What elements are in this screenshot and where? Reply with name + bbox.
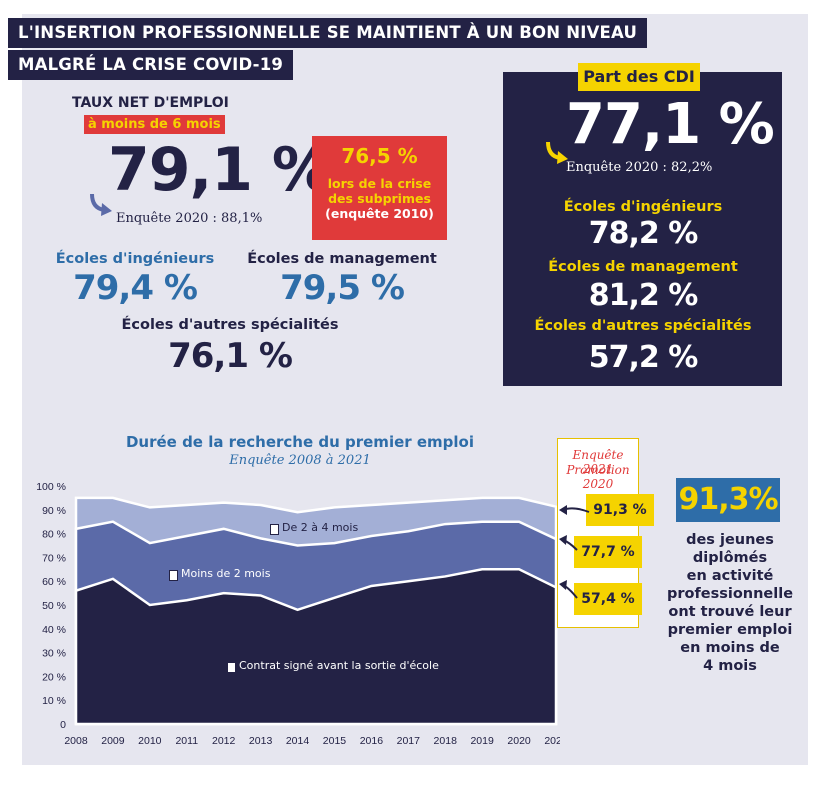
down-arrow-icon xyxy=(90,193,112,216)
taux-autres-value: 76,1 % xyxy=(168,336,293,376)
series-label-contrat: Contrat signé avant la sortie d'école xyxy=(239,659,439,672)
cdi-panel xyxy=(503,72,782,386)
y-tick-label: 30 % xyxy=(42,648,66,660)
cdi-management-label: Écoles de management xyxy=(548,259,738,275)
y-tick-label: 20 % xyxy=(42,671,66,683)
subprimes-box: 76,5 % lors de la crise des subprimes (e… xyxy=(312,136,447,240)
cdi-previous: Enquête 2020 : 82,2% xyxy=(566,160,713,175)
side-text-6: premier emploi xyxy=(667,622,793,638)
side-text-3: en activité xyxy=(686,568,774,584)
y-tick-label: 60 % xyxy=(42,576,66,588)
taux-management-label: Écoles de management xyxy=(247,251,437,267)
taux-autres-label: Écoles d'autres spécialités xyxy=(121,317,339,333)
y-tick-label: 100 % xyxy=(36,481,66,493)
subprimes-line-2: des subprimes xyxy=(328,191,431,206)
cdi-value: 77,1 % xyxy=(566,92,775,157)
promo-value-3: 57,4 % xyxy=(574,583,642,615)
cdi-ingenieurs-value: 78,2 % xyxy=(588,216,699,251)
y-tick-label: 10 % xyxy=(42,695,66,707)
x-tick-label: 2016 xyxy=(360,735,384,747)
series-label-moins-2-mois: Moins de 2 mois xyxy=(181,567,271,580)
taux-previous: Enquête 2020 : 88,1% xyxy=(116,211,263,226)
x-tick-label: 2018 xyxy=(434,735,458,747)
x-tick-label: 2014 xyxy=(286,735,310,747)
y-tick-label: 90 % xyxy=(42,505,66,517)
chart-subtitle: Enquête 2008 à 2021 xyxy=(229,453,371,468)
cdi-autres-value: 57,2 % xyxy=(588,340,699,375)
y-tick-label: 80 % xyxy=(42,529,66,541)
subprimes-line-3: (enquête 2010) xyxy=(325,206,434,221)
side-text-5: ont trouvé leur xyxy=(668,604,792,620)
legend-swatch xyxy=(169,570,178,581)
y-tick-label: 0 xyxy=(60,719,66,731)
side-text-2: diplômés xyxy=(692,550,768,566)
subprimes-value: 76,5 % xyxy=(341,144,418,168)
x-tick-label: 2017 xyxy=(397,735,421,747)
promo-value-1: 91,3 % xyxy=(586,494,654,526)
legend-swatch xyxy=(227,662,236,673)
side-text-1: des jeunes xyxy=(686,532,774,548)
taux-label: TAUX NET D'EMPLOI xyxy=(72,95,229,111)
taux-sublabel: à moins de 6 mois xyxy=(84,115,225,134)
taux-ingenieurs-value: 79,4 % xyxy=(73,268,198,308)
side-text: des jeunes diplômés en activité professi… xyxy=(655,531,805,675)
cdi-tag: Part des CDI xyxy=(578,63,700,91)
legend-swatch xyxy=(270,524,279,535)
taux-management-value: 79,5 % xyxy=(280,268,405,308)
promo-line-2: Promotion 2020 xyxy=(566,463,630,491)
x-tick-label: 2010 xyxy=(138,735,162,747)
x-tick-label: 2011 xyxy=(175,735,198,747)
x-tick-label: 2019 xyxy=(470,735,494,747)
y-tick-label: 70 % xyxy=(42,552,66,564)
x-tick-label: 2009 xyxy=(101,735,125,747)
cdi-management-value: 81,2 % xyxy=(588,278,699,313)
x-tick-label: 2021 xyxy=(544,735,560,747)
subprimes-line-1: lors de la crise xyxy=(327,176,432,191)
side-big-value: 91,3% xyxy=(676,478,780,522)
area-series-0 xyxy=(74,568,558,726)
page-title-line-2: MALGRÉ LA CRISE COVID-19 xyxy=(8,50,294,80)
side-text-4: professionnelle xyxy=(666,586,794,602)
x-tick-label: 2020 xyxy=(507,735,531,747)
x-tick-label: 2012 xyxy=(212,735,236,747)
area-chart: 0 10 % 20 % 30 % 40 % 50 % 60 % 70 % 80 % 90 % 100… xyxy=(36,481,560,747)
promo-line-1: Enquête 2021 xyxy=(572,448,624,476)
taux-ingenieurs-label: Écoles d'ingénieurs xyxy=(55,251,215,267)
x-tick-label: 2015 xyxy=(323,735,347,747)
side-text-7: en moins de xyxy=(680,640,780,656)
chart-title: Durée de la recherche du premier emploi xyxy=(125,433,475,451)
y-tick-label: 50 % xyxy=(42,600,66,612)
x-tick-label: 2008 xyxy=(64,735,88,747)
x-tick-label: 2013 xyxy=(249,735,273,747)
cdi-ingenieurs-label: Écoles d'ingénieurs xyxy=(563,199,723,215)
y-tick-label: 40 % xyxy=(42,624,66,636)
series-label-2-4-mois: De 2 à 4 mois xyxy=(282,521,359,534)
cdi-autres-label: Écoles d'autres spécialités xyxy=(534,318,752,334)
taux-value: 79,1 % xyxy=(108,135,332,205)
pointer-arrows-icon xyxy=(559,505,590,599)
promo-value-2: 77,7 % xyxy=(574,536,642,568)
page-title-line-1: L'INSERTION PROFESSIONNELLE SE MAINTIENT… xyxy=(8,18,648,48)
down-arrow-icon xyxy=(546,141,568,164)
side-text-8: 4 mois xyxy=(703,658,757,674)
